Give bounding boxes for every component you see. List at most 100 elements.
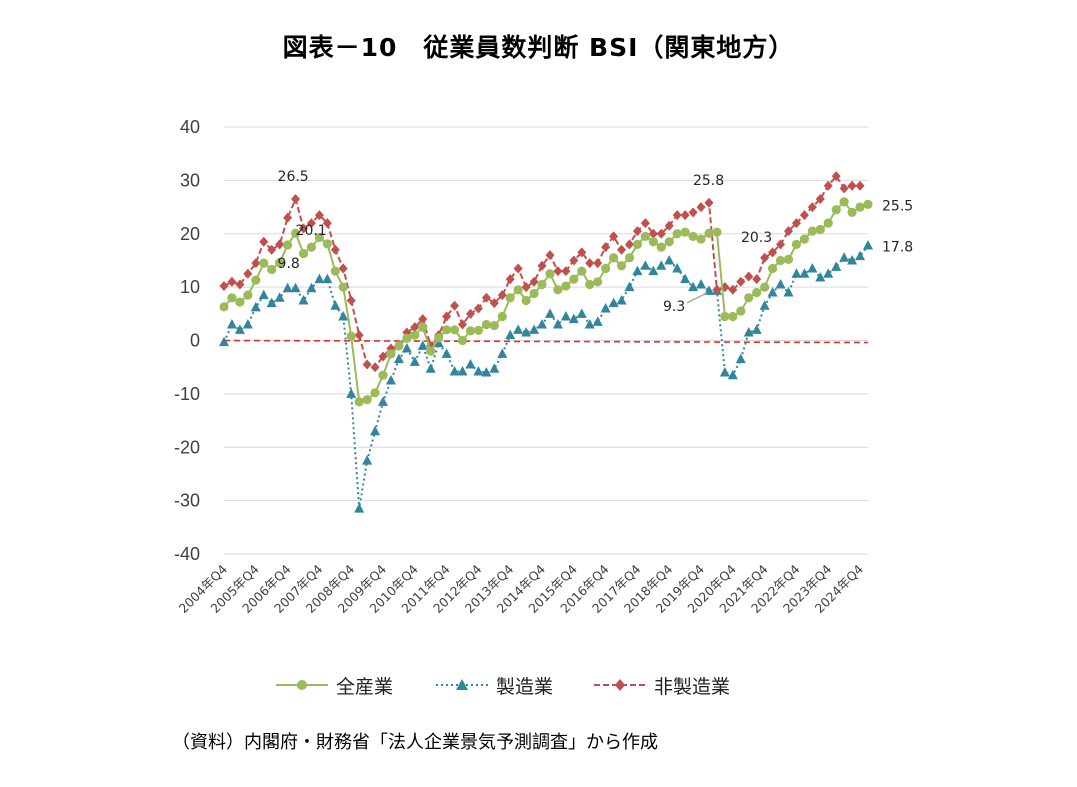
data-point — [736, 306, 746, 316]
data-point — [505, 329, 516, 340]
data-point — [608, 297, 619, 308]
data-point — [545, 269, 555, 279]
zero-line — [223, 339, 869, 344]
y-axis: 40 30 20 10 0 -10 -20 -30 -40 — [174, 117, 200, 564]
legend-item: 全産業 — [276, 668, 393, 702]
y-tick-label: 10 — [180, 277, 200, 297]
annotation-label: 17.8 — [882, 239, 913, 255]
data-point — [688, 231, 698, 242]
legend-swatch — [594, 679, 646, 691]
legend: 全産業 製造業 非製造業 — [0, 668, 1077, 702]
data-point — [831, 205, 841, 215]
gridlines — [224, 126, 868, 555]
data-point — [489, 363, 500, 373]
data-point — [815, 194, 825, 205]
data-point — [855, 180, 865, 191]
data-point — [450, 300, 460, 311]
data-point — [752, 274, 762, 285]
data-point — [775, 278, 786, 289]
data-point — [409, 356, 420, 366]
data-point — [513, 263, 523, 274]
data-point — [720, 311, 730, 322]
data-point — [608, 253, 619, 263]
data-point — [632, 226, 642, 237]
data-point — [648, 237, 658, 247]
data-point — [513, 285, 523, 295]
data-point — [791, 239, 802, 250]
data-point — [283, 240, 293, 250]
data-point — [576, 308, 587, 318]
data-point — [561, 281, 571, 291]
data-point — [728, 284, 738, 295]
data-point — [672, 210, 682, 221]
data-point — [306, 242, 317, 252]
data-point — [402, 333, 412, 343]
data-point — [481, 319, 491, 330]
data-point — [290, 282, 301, 293]
data-point — [362, 455, 373, 465]
data-point — [219, 302, 229, 312]
data-point — [680, 210, 690, 221]
data-point — [346, 295, 356, 306]
data-point — [521, 295, 531, 306]
data-point — [839, 197, 849, 207]
annotation-label: 9.3 — [663, 299, 685, 315]
data-point — [616, 261, 627, 271]
data-point — [632, 239, 643, 250]
data-point — [306, 218, 316, 229]
data-point — [521, 282, 531, 293]
data-point — [226, 318, 237, 329]
data-point — [465, 308, 475, 319]
data-point — [783, 226, 793, 237]
data-point — [584, 318, 595, 329]
data-point — [680, 227, 690, 237]
data-point — [410, 330, 420, 340]
data-point — [282, 282, 293, 293]
data-point — [481, 367, 492, 377]
data-point — [656, 228, 666, 239]
data-point — [330, 300, 341, 310]
data-point — [839, 252, 850, 262]
data-point — [291, 194, 301, 205]
data-point — [560, 310, 571, 321]
data-point — [767, 286, 778, 297]
series-1 — [219, 239, 873, 513]
data-point — [290, 228, 301, 238]
data-point — [298, 248, 309, 259]
data-point — [497, 311, 507, 322]
series-0 — [219, 197, 873, 407]
data-point — [521, 326, 532, 337]
data-point — [458, 319, 468, 330]
data-point — [799, 268, 810, 278]
data-point — [751, 324, 762, 334]
data-point — [640, 260, 651, 270]
data-point — [561, 266, 571, 277]
series-line — [223, 174, 860, 369]
data-point — [727, 369, 738, 380]
source-note: （資料）内閣府・財務省「法人企業景気予測調査」から作成 — [172, 732, 658, 753]
data-point — [354, 330, 364, 341]
data-point — [656, 260, 667, 270]
data-point — [267, 264, 277, 275]
data-point — [322, 239, 332, 249]
data-point — [664, 220, 674, 231]
data-point — [767, 263, 778, 274]
data-point — [362, 359, 372, 370]
data-point — [544, 308, 555, 318]
data-point — [385, 375, 396, 385]
data-point — [743, 326, 754, 337]
data-point — [338, 310, 349, 321]
data-point — [330, 244, 340, 255]
y-tick-label: -20 — [174, 437, 200, 457]
data-point — [696, 278, 707, 289]
data-point — [497, 290, 507, 301]
data-point — [322, 273, 333, 284]
data-point — [529, 288, 539, 299]
data-point — [791, 268, 802, 278]
data-point — [640, 218, 650, 229]
data-point — [401, 343, 412, 353]
annotation-label: 29.0 — [882, 0, 913, 4]
data-point — [696, 234, 706, 244]
data-point — [680, 273, 691, 284]
data-point — [568, 313, 579, 324]
